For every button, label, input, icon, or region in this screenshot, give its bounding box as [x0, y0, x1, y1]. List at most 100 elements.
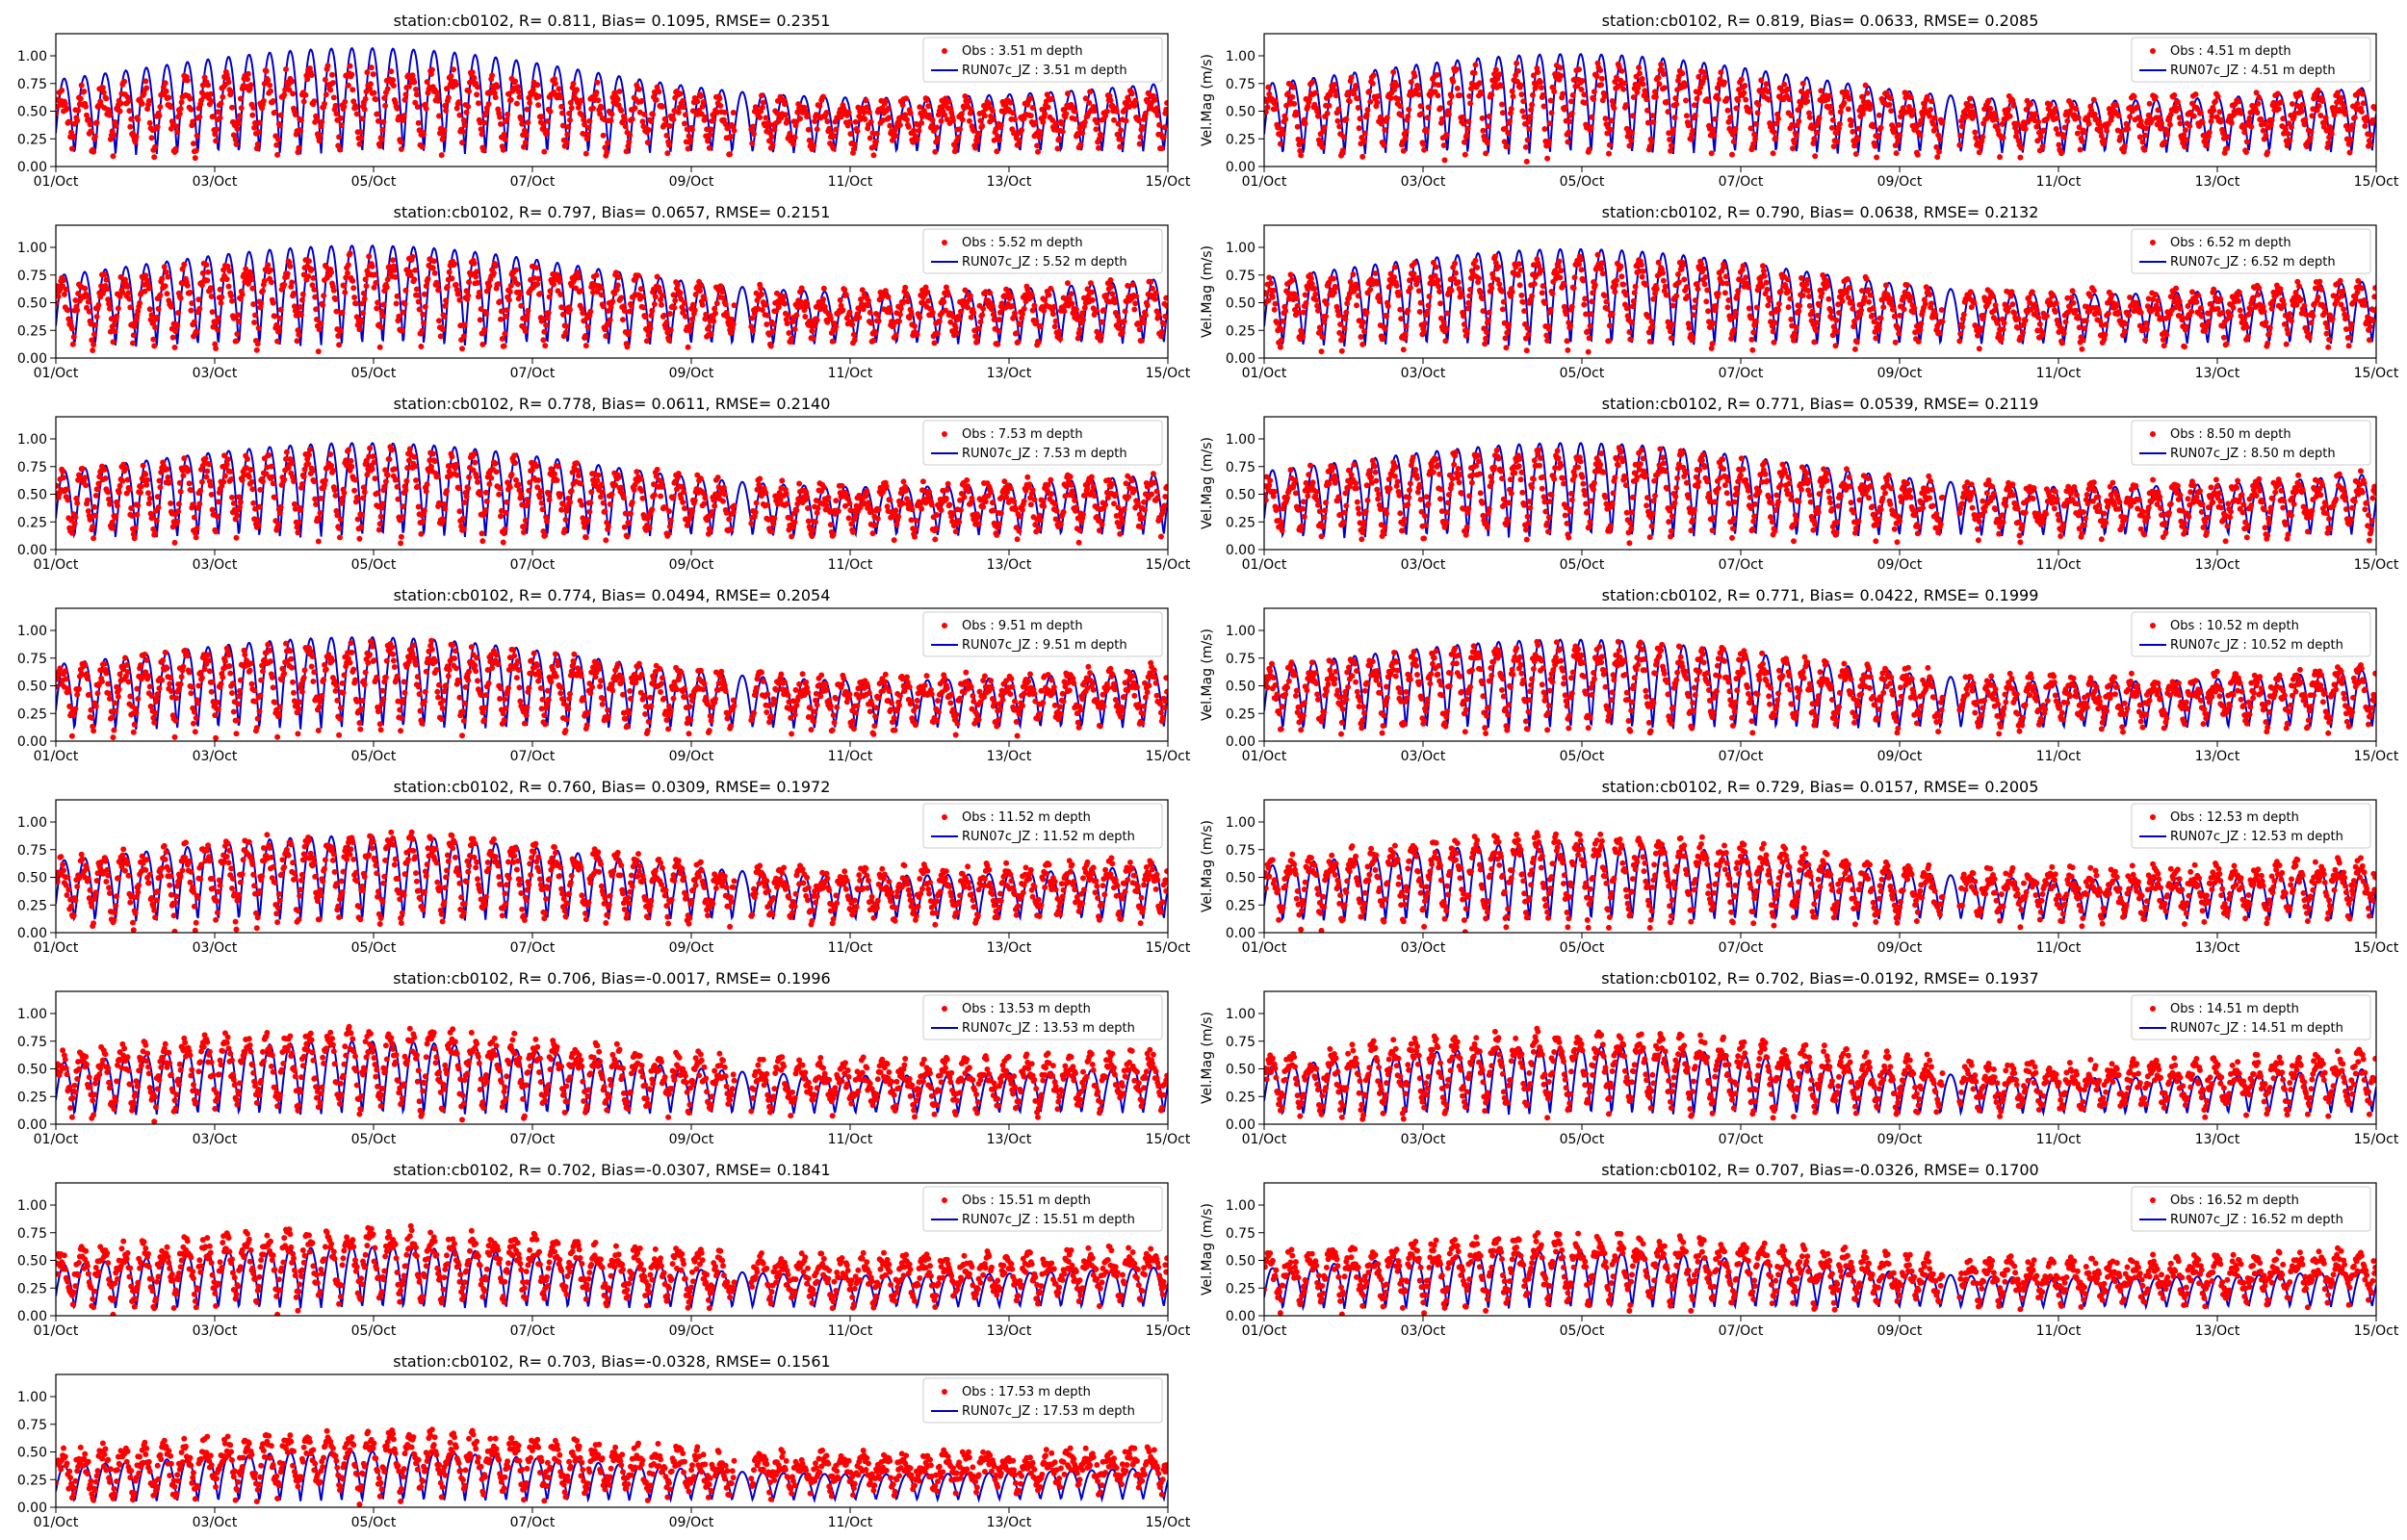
- legend-model-label: RUN07c_JZ : 12.53 m depth: [2170, 830, 2343, 844]
- y-tick-label: 0.50: [17, 1063, 47, 1078]
- x-tick-label: 09/Oct: [1877, 1132, 1923, 1147]
- x-tick-label: 05/Oct: [351, 1132, 397, 1147]
- y-tick-label: 1.00: [17, 49, 47, 64]
- x-tick-label: 03/Oct: [193, 1515, 238, 1530]
- subplot-title: station:cb0102, R= 0.729, Bias= 0.0157, …: [1602, 778, 2039, 796]
- subplot-title: station:cb0102, R= 0.778, Bias= 0.0611, …: [394, 395, 831, 413]
- x-tick-label: 01/Oct: [34, 749, 79, 764]
- y-tick-label: 0.50: [1226, 105, 1255, 120]
- x-tick-label: 03/Oct: [193, 749, 238, 764]
- legend-obs-label: Obs : 17.53 m depth: [962, 1385, 1091, 1399]
- x-tick-label: 01/Oct: [34, 1323, 79, 1339]
- legend-model-label: RUN07c_JZ : 13.53 m depth: [962, 1021, 1135, 1036]
- x-tick-label: 07/Oct: [1719, 366, 1764, 381]
- subplot-title: station:cb0102, R= 0.771, Bias= 0.0422, …: [1602, 586, 2039, 604]
- legend-model-label: RUN07c_JZ : 11.52 m depth: [962, 830, 1135, 844]
- x-tick-label: 03/Oct: [1401, 940, 1446, 956]
- y-axis-label: Vel.Mag (m/s): [1200, 1203, 1215, 1296]
- y-tick-label: 0.50: [17, 296, 47, 312]
- y-tick-label: 0.00: [17, 1117, 47, 1133]
- legend-obs-label: Obs : 9.51 m depth: [962, 619, 1083, 633]
- legend-obs-label: Obs : 4.51 m depth: [2170, 44, 2291, 59]
- subplot-3: station:cb0102, R= 0.797, Bias= 0.0657, …: [17, 203, 1191, 381]
- y-tick-label: 0.75: [17, 1035, 47, 1050]
- x-tick-label: 01/Oct: [1242, 557, 1287, 573]
- x-tick-label: 01/Oct: [1242, 749, 1287, 764]
- x-tick-label: 09/Oct: [1877, 174, 1923, 190]
- x-tick-label: 01/Oct: [1242, 1132, 1287, 1147]
- x-tick-label: 13/Oct: [2195, 557, 2240, 573]
- y-axis-label: Vel.Mag (m/s): [1200, 54, 1215, 146]
- y-tick-label: 0.75: [1226, 269, 1255, 284]
- x-tick-label: 01/Oct: [1242, 1323, 1287, 1339]
- y-tick-label: 0.25: [17, 898, 47, 913]
- x-tick-label: 11/Oct: [2036, 1132, 2082, 1147]
- y-tick-label: 0.50: [1226, 1063, 1255, 1078]
- x-tick-label: 03/Oct: [1401, 557, 1446, 573]
- x-tick-label: 13/Oct: [2195, 940, 2240, 956]
- x-tick-label: 09/Oct: [669, 749, 714, 764]
- x-tick-label: 03/Oct: [1401, 749, 1446, 764]
- y-tick-label: 0.50: [17, 105, 47, 120]
- legend-obs-label: Obs : 16.52 m depth: [2170, 1194, 2299, 1208]
- x-tick-label: 15/Oct: [2354, 366, 2399, 381]
- y-tick-label: 0.50: [1226, 1254, 1255, 1270]
- x-tick-label: 13/Oct: [987, 174, 1032, 190]
- legend-obs-label: Obs : 10.52 m depth: [2170, 619, 2299, 633]
- y-tick-label: 0.75: [17, 1418, 47, 1433]
- x-tick-label: 11/Oct: [828, 1132, 873, 1147]
- x-tick-label: 01/Oct: [34, 557, 79, 573]
- x-tick-label: 15/Oct: [1146, 1323, 1191, 1339]
- x-tick-label: 15/Oct: [1146, 749, 1191, 764]
- y-tick-label: 1.00: [1226, 1198, 1255, 1214]
- x-tick-label: 09/Oct: [669, 940, 714, 956]
- y-tick-label: 0.25: [17, 706, 47, 722]
- y-tick-label: 0.75: [17, 652, 47, 667]
- x-tick-label: 05/Oct: [1560, 174, 1605, 190]
- y-tick-label: 0.25: [17, 1281, 47, 1296]
- legend-obs-marker: [2150, 240, 2156, 245]
- legend-obs-label: Obs : 3.51 m depth: [962, 44, 1083, 59]
- legend-model-label: RUN07c_JZ : 5.52 m depth: [962, 255, 1127, 270]
- x-tick-label: 11/Oct: [828, 940, 873, 956]
- y-tick-label: 0.25: [17, 132, 47, 147]
- x-tick-label: 15/Oct: [1146, 1515, 1191, 1530]
- subplot-2: station:cb0102, R= 0.819, Bias= 0.0633, …: [1200, 12, 2399, 190]
- y-tick-label: 1.00: [1226, 432, 1255, 448]
- legend-obs-label: Obs : 7.53 m depth: [962, 427, 1083, 442]
- y-axis-label: Vel.Mag (m/s): [1200, 245, 1215, 338]
- x-tick-label: 07/Oct: [1719, 1132, 1764, 1147]
- y-tick-label: 0.50: [1226, 871, 1255, 886]
- y-tick-label: 1.00: [1226, 49, 1255, 64]
- y-tick-label: 0.25: [1226, 323, 1255, 339]
- x-tick-label: 13/Oct: [987, 1515, 1032, 1530]
- x-tick-label: 07/Oct: [1719, 749, 1764, 764]
- x-tick-label: 11/Oct: [828, 366, 873, 381]
- legend-model-label: RUN07c_JZ : 8.50 m depth: [2170, 447, 2336, 461]
- x-tick-label: 15/Oct: [1146, 366, 1191, 381]
- x-tick-label: 03/Oct: [193, 366, 238, 381]
- y-axis-label: Vel.Mag (m/s): [1200, 437, 1215, 529]
- legend-obs-marker: [2150, 431, 2156, 437]
- y-tick-label: 0.50: [1226, 488, 1255, 503]
- x-tick-label: 07/Oct: [1719, 557, 1764, 573]
- y-tick-label: 0.25: [17, 1473, 47, 1488]
- y-tick-label: 0.25: [1226, 898, 1255, 913]
- legend-obs-marker: [2150, 1006, 2156, 1012]
- x-tick-label: 13/Oct: [2195, 749, 2240, 764]
- y-tick-label: 0.50: [17, 680, 47, 695]
- x-tick-label: 15/Oct: [2354, 174, 2399, 190]
- y-tick-label: 0.00: [1226, 160, 1255, 175]
- y-tick-label: 0.00: [17, 543, 47, 558]
- y-tick-label: 0.75: [17, 269, 47, 284]
- x-tick-label: 07/Oct: [510, 557, 556, 573]
- x-tick-label: 05/Oct: [351, 749, 397, 764]
- x-tick-label: 15/Oct: [1146, 940, 1191, 956]
- x-tick-label: 01/Oct: [34, 366, 79, 381]
- x-tick-label: 13/Oct: [987, 1132, 1032, 1147]
- x-tick-label: 11/Oct: [2036, 940, 2082, 956]
- x-tick-label: 15/Oct: [1146, 557, 1191, 573]
- x-tick-label: 09/Oct: [669, 174, 714, 190]
- x-tick-label: 03/Oct: [193, 940, 238, 956]
- y-tick-label: 0.00: [17, 1501, 47, 1516]
